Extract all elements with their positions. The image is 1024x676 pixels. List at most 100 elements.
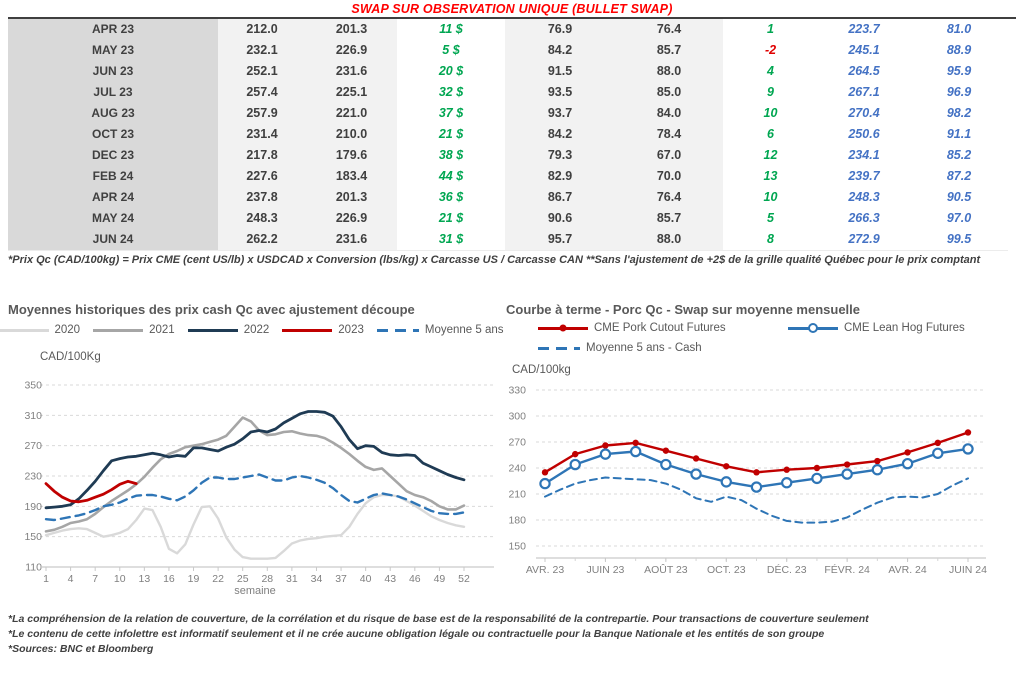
filled-circle-line-icon bbox=[538, 324, 588, 332]
open-circle-line-icon bbox=[788, 323, 838, 333]
svg-text:JUIN 24: JUIN 24 bbox=[949, 564, 987, 576]
forward-cad-cell: 234.1 bbox=[848, 148, 880, 162]
spread-us-cell: -2 bbox=[764, 43, 777, 57]
qc-price-a-cell: 217.8 bbox=[218, 145, 306, 166]
legend-item: Moyenne 5 ans - Cash bbox=[538, 342, 702, 354]
svg-text:AVR. 23: AVR. 23 bbox=[526, 564, 564, 576]
forward-cad-cell: 270.4 bbox=[848, 106, 880, 120]
chart-title-right: Courbe à terme - Porc Qc - Swap sur moye… bbox=[506, 302, 860, 317]
table-row: MAY 24 248.3 226.9 21 $ 90.6 85.7 5 266.3 97.0 bbox=[8, 208, 1008, 229]
forward-us-cell: 88.9 bbox=[946, 43, 972, 57]
forward-cad-cell: 245.1 bbox=[848, 43, 880, 57]
qc-price-b-cell: 221.0 bbox=[306, 103, 397, 124]
historical-cash-prices-chart: Moyennes historiques des prix cash Qc av… bbox=[0, 300, 504, 610]
line-chart-right: 150 180 210 240 270 300 330 AVR. 23 JUIN 23 AOÛT … bbox=[508, 385, 987, 577]
month-cell: MAY 24 bbox=[8, 208, 218, 229]
forward-us-cell: 98.2 bbox=[946, 106, 972, 120]
svg-text:25: 25 bbox=[237, 573, 249, 585]
month-cell: MAY 23 bbox=[8, 40, 218, 61]
forward-us-cell: 96.9 bbox=[946, 85, 972, 99]
table-row: JUN 23 252.1 231.6 20 $ 91.5 88.0 4 264.5 95.9 bbox=[8, 61, 1008, 82]
us-price-a-cell: 76.9 bbox=[505, 19, 615, 40]
svg-text:1: 1 bbox=[43, 573, 49, 585]
us-price-a-cell: 79.3 bbox=[505, 145, 615, 166]
spread-cad-cell: 38 $ bbox=[438, 148, 464, 162]
legend-label: CME Lean Hog Futures bbox=[844, 322, 965, 334]
qc-price-b-cell: 226.9 bbox=[306, 40, 397, 61]
table-row: APR 24 237.8 201.3 36 $ 86.7 76.4 10 248.3 90.5 bbox=[8, 187, 1008, 208]
chart-legend-left: 2020 2021 2022 2023 Moyenne 5 ans bbox=[0, 324, 504, 336]
qc-price-a-cell: 227.6 bbox=[218, 166, 306, 187]
svg-text:150: 150 bbox=[508, 541, 526, 553]
disclaimer-line: *Sources: BNC et Bloomberg bbox=[8, 643, 154, 655]
qc-price-b-cell: 231.6 bbox=[306, 61, 397, 82]
us-price-b-cell: 88.0 bbox=[615, 229, 723, 250]
svg-text:OCT. 23: OCT. 23 bbox=[707, 564, 746, 576]
svg-text:110: 110 bbox=[25, 562, 42, 574]
spread-us-cell: 1 bbox=[767, 22, 774, 36]
spread-cad-cell: 44 $ bbox=[438, 169, 464, 183]
qc-price-a-cell: 262.2 bbox=[218, 229, 306, 250]
legend-item: CME Lean Hog Futures bbox=[788, 322, 965, 334]
month-cell: DEC 23 bbox=[8, 145, 218, 166]
spread-cad-cell: 37 $ bbox=[438, 106, 464, 120]
month-cell: OCT 23 bbox=[8, 124, 218, 145]
legend-label: 2023 bbox=[338, 324, 364, 336]
svg-text:52: 52 bbox=[458, 573, 470, 585]
qc-price-b-cell: 201.3 bbox=[306, 187, 397, 208]
svg-text:46: 46 bbox=[409, 573, 421, 585]
svg-text:AVR. 24: AVR. 24 bbox=[888, 564, 926, 576]
legend-label: Moyenne 5 ans bbox=[424, 324, 504, 336]
us-price-b-cell: 76.4 bbox=[615, 19, 723, 40]
qc-price-a-cell: 252.1 bbox=[218, 61, 306, 82]
us-price-a-cell: 90.6 bbox=[505, 208, 615, 229]
spread-cad-cell: 21 $ bbox=[438, 127, 464, 141]
spread-us-cell: 8 bbox=[767, 232, 774, 246]
y-axis-unit-right: CAD/100kg bbox=[512, 364, 571, 376]
spread-cad-cell: 36 $ bbox=[438, 190, 464, 204]
forward-curve-chart: Courbe à terme - Porc Qc - Swap sur moye… bbox=[500, 300, 1024, 610]
qc-price-a-cell: 257.9 bbox=[218, 103, 306, 124]
spread-us-cell: 6 bbox=[767, 127, 774, 141]
us-price-a-cell: 93.7 bbox=[505, 103, 615, 124]
us-price-b-cell: 85.7 bbox=[615, 40, 723, 61]
legend-label: 2020 bbox=[54, 324, 81, 336]
us-price-b-cell: 76.4 bbox=[615, 187, 723, 208]
qc-price-b-cell: 226.9 bbox=[306, 208, 397, 229]
month-cell: JUL 23 bbox=[8, 82, 218, 103]
spread-cad-cell: 20 $ bbox=[438, 64, 464, 78]
spread-us-cell: 10 bbox=[763, 106, 778, 120]
forward-cad-cell: 248.3 bbox=[848, 190, 880, 204]
svg-text:210: 210 bbox=[508, 489, 526, 501]
legend-label: CME Pork Cutout Futures bbox=[594, 322, 726, 334]
qc-price-a-cell: 248.3 bbox=[218, 208, 306, 229]
forward-us-cell: 97.0 bbox=[946, 211, 972, 225]
svg-text:190: 190 bbox=[24, 501, 42, 513]
table-row: FEB 24 227.6 183.4 44 $ 82.9 70.0 13 239.7 87.2 bbox=[8, 166, 1008, 187]
svg-text:DÉC. 23: DÉC. 23 bbox=[767, 563, 807, 576]
qc-price-b-cell: 179.6 bbox=[306, 145, 397, 166]
legend-item: 2022 bbox=[187, 324, 269, 336]
svg-text:230: 230 bbox=[24, 471, 42, 483]
us-price-b-cell: 88.0 bbox=[615, 61, 723, 82]
spread-cad-cell: 21 $ bbox=[438, 211, 464, 225]
spread-cad-cell: 5 $ bbox=[442, 43, 460, 57]
us-price-a-cell: 84.2 bbox=[505, 124, 615, 145]
us-price-a-cell: 84.2 bbox=[505, 40, 615, 61]
svg-text:22: 22 bbox=[212, 573, 224, 585]
us-price-b-cell: 67.0 bbox=[615, 145, 723, 166]
us-price-a-cell: 95.7 bbox=[505, 229, 615, 250]
svg-text:240: 240 bbox=[508, 463, 526, 475]
qc-price-a-cell: 257.4 bbox=[218, 82, 306, 103]
table-row: DEC 23 217.8 179.6 38 $ 79.3 67.0 12 234.1 85.2 bbox=[8, 145, 1008, 166]
table-row: JUL 23 257.4 225.1 32 $ 93.5 85.0 9 267.1 96.9 bbox=[8, 82, 1008, 103]
spread-us-cell: 4 bbox=[767, 64, 774, 78]
spread-us-cell: 13 bbox=[763, 169, 778, 183]
forward-us-cell: 85.2 bbox=[946, 148, 972, 162]
spread-cad-cell: 31 $ bbox=[438, 232, 464, 246]
forward-cad-cell: 267.1 bbox=[848, 85, 880, 99]
us-price-a-cell: 93.5 bbox=[505, 82, 615, 103]
svg-text:28: 28 bbox=[261, 573, 273, 585]
svg-text:180: 180 bbox=[508, 515, 526, 527]
us-price-a-cell: 91.5 bbox=[505, 61, 615, 82]
